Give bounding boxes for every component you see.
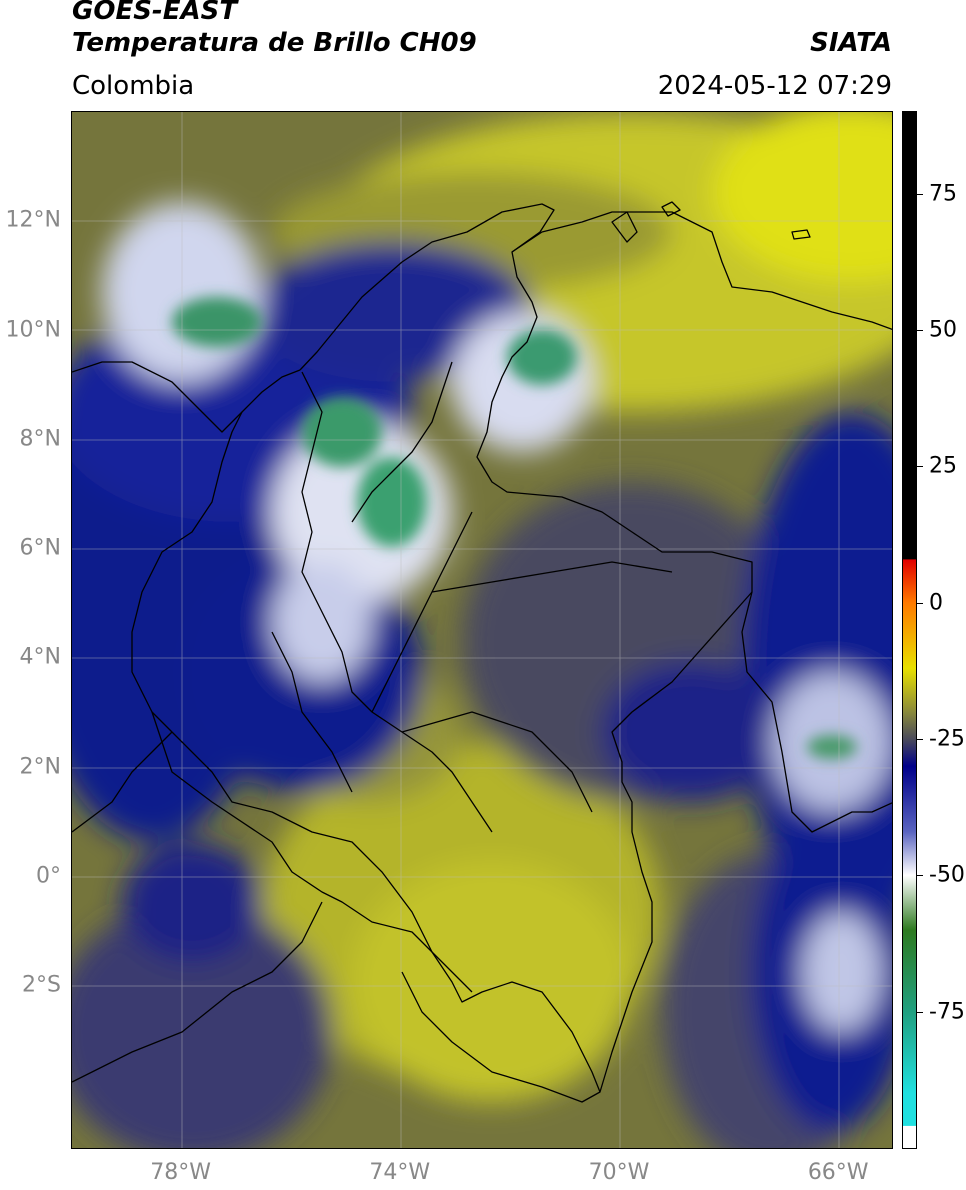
lat-tick-label: 2°N bbox=[19, 754, 61, 780]
internal-dept-lines bbox=[271, 361, 673, 833]
colorbar-tick bbox=[917, 466, 923, 468]
lon-tick-label: 66°W bbox=[807, 1160, 869, 1185]
agency-label: SIATA bbox=[810, 28, 892, 58]
lon-tick-label: 74°W bbox=[369, 1160, 431, 1185]
colorbar-tick bbox=[917, 193, 923, 195]
colorbar-tick-label: -75 bbox=[929, 999, 965, 1025]
colorbar bbox=[902, 111, 917, 1149]
gridlines bbox=[72, 112, 892, 1148]
colorbar-tick bbox=[917, 602, 923, 604]
colorbar-tick bbox=[917, 330, 923, 332]
borders bbox=[72, 201, 892, 1103]
region-label: Colombia bbox=[72, 71, 195, 101]
lat-tick-label: 8°N bbox=[19, 426, 61, 452]
colorbar-tick-label: -25 bbox=[929, 726, 965, 752]
colombia-border bbox=[299, 203, 892, 833]
colorbar-tick-label: -50 bbox=[929, 862, 965, 888]
colorbar-tick-label: 25 bbox=[929, 453, 957, 479]
coldest-tops bbox=[172, 297, 857, 759]
satellite-map bbox=[71, 111, 893, 1149]
lat-tick-label: 0° bbox=[36, 863, 61, 889]
timestamp-label: 2024-05-12 07:29 bbox=[657, 71, 892, 101]
south-coast bbox=[72, 901, 323, 1083]
lat-tick-label: 12°N bbox=[5, 207, 61, 233]
lon-tick-label: 70°W bbox=[588, 1160, 650, 1185]
colorbar-tick bbox=[917, 875, 923, 877]
islands bbox=[611, 201, 811, 243]
lat-tick-label: 2°S bbox=[22, 972, 61, 998]
brightness-field bbox=[72, 112, 892, 1148]
map-canvas bbox=[72, 112, 892, 1148]
colorbar-tick-label: 50 bbox=[929, 317, 957, 343]
satellite-title: GOES-EAST bbox=[72, 0, 238, 26]
panama-coast bbox=[72, 361, 243, 433]
lat-tick-label: 6°N bbox=[19, 535, 61, 561]
venezuela-coast bbox=[511, 211, 892, 330]
colorbar-tick bbox=[917, 739, 923, 741]
ecuador-peru-border bbox=[151, 711, 473, 993]
lat-tick-label: 10°N bbox=[5, 317, 61, 343]
colorbar-tick bbox=[917, 1011, 923, 1013]
colorbar-tick-label: 75 bbox=[929, 181, 957, 207]
lon-tick-label: 78°W bbox=[150, 1160, 211, 1185]
pacific-coast bbox=[72, 731, 173, 833]
peru-brazil-border bbox=[401, 971, 601, 1103]
colorbar-gradient bbox=[903, 112, 916, 1148]
product-title: Temperatura de Brillo CH09 bbox=[72, 28, 477, 58]
colorbar-tick-label: 0 bbox=[929, 590, 943, 616]
lat-tick-label: 4°N bbox=[19, 644, 61, 670]
